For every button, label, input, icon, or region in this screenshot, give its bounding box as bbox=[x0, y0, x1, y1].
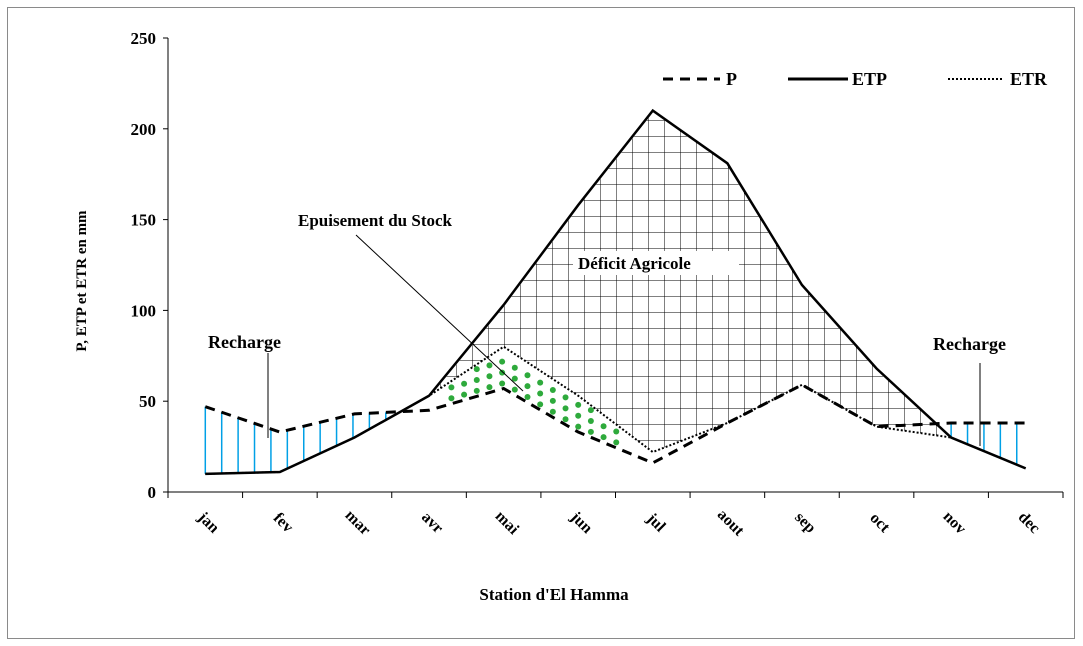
stock-dot bbox=[473, 387, 480, 394]
x-tick-label: fev bbox=[270, 510, 296, 536]
stock-dot bbox=[537, 379, 544, 386]
recharge-area bbox=[204, 406, 1018, 474]
chart-frame: 0 50 100 150 200 250 jan fev mar avr mai jun jul aout… bbox=[7, 7, 1075, 639]
stock-dot bbox=[575, 412, 582, 419]
stock-dot bbox=[575, 401, 582, 408]
stock-dot bbox=[600, 423, 607, 430]
stock-dot bbox=[613, 428, 620, 435]
x-axis-label: Station d'El Hamma bbox=[479, 585, 629, 604]
x-tick-label: jan bbox=[194, 508, 223, 537]
stock-dot bbox=[587, 428, 594, 435]
y-tick-label: 50 bbox=[139, 392, 156, 411]
x-tick-label: jun bbox=[566, 508, 595, 537]
y-tick-label: 100 bbox=[131, 301, 157, 320]
x-tick-label: oct bbox=[866, 510, 893, 537]
legend-etp-label: ETP bbox=[852, 69, 887, 89]
stock-dot bbox=[499, 369, 506, 376]
stock-dot bbox=[575, 423, 582, 430]
y-tick-label: 250 bbox=[131, 29, 157, 48]
stock-dot bbox=[499, 380, 506, 387]
stock-dot bbox=[549, 387, 556, 394]
legend-p-label: P bbox=[726, 69, 737, 89]
x-tick-label: avr bbox=[418, 509, 446, 537]
x-tick-label: aout bbox=[714, 506, 748, 540]
stock-dot bbox=[537, 390, 544, 397]
legend: P ETP ETR bbox=[663, 69, 1048, 89]
annotations: Recharge Epuisement du Stock Déficit Agr… bbox=[208, 211, 1006, 446]
stock-dot bbox=[499, 358, 506, 365]
stock-dot bbox=[448, 384, 455, 391]
x-tick-label: sep bbox=[791, 509, 819, 537]
y-tick-label: 0 bbox=[148, 483, 157, 502]
recharge-left-label: Recharge bbox=[208, 332, 281, 352]
x-tick-label: dec bbox=[1015, 509, 1043, 537]
series-etr-line bbox=[205, 345, 1027, 475]
y-tick-label: 200 bbox=[131, 120, 157, 139]
deficit-label-bg bbox=[573, 251, 739, 275]
stock-dot bbox=[549, 397, 556, 404]
stock-dot bbox=[600, 434, 607, 441]
stock-dot bbox=[613, 439, 620, 446]
legend-etr-label: ETR bbox=[1010, 69, 1048, 89]
x-tick-label: jul bbox=[643, 509, 669, 535]
series-etp-line bbox=[205, 108, 1027, 476]
stock-dot bbox=[448, 395, 455, 402]
stock-dot bbox=[549, 408, 556, 415]
y-tick-label: 150 bbox=[131, 211, 157, 230]
stock-dot bbox=[461, 380, 468, 387]
areas bbox=[204, 110, 1018, 474]
stock-dot bbox=[562, 405, 569, 412]
chart: 0 50 100 150 200 250 jan fev mar avr mai jun jul aout… bbox=[74, 29, 1064, 604]
x-tick-label: nov bbox=[939, 508, 969, 538]
stock-dot bbox=[486, 362, 493, 369]
stock-dot bbox=[461, 391, 468, 398]
stock-dot bbox=[537, 401, 544, 408]
stock-dot bbox=[486, 373, 493, 380]
series-p-line bbox=[204, 383, 1026, 465]
stock-label: Epuisement du Stock bbox=[298, 211, 453, 230]
stock-dot bbox=[511, 364, 518, 371]
deficit-label: Déficit Agricole bbox=[578, 254, 691, 273]
x-tick-label: mar bbox=[342, 507, 374, 539]
series-lines bbox=[204, 108, 1027, 476]
stock-dot bbox=[587, 417, 594, 424]
stock-dot bbox=[473, 366, 480, 373]
stock-dot bbox=[524, 383, 531, 390]
recharge-right-label: Recharge bbox=[933, 334, 1006, 354]
y-axis-label: P, ETP et ETR en mm bbox=[74, 210, 90, 352]
stock-dot bbox=[587, 407, 594, 414]
stock-dot bbox=[511, 375, 518, 382]
stock-dot bbox=[486, 384, 493, 391]
stock-dot bbox=[524, 372, 531, 379]
stock-dot bbox=[524, 393, 531, 400]
stock-pointer bbox=[355, 234, 524, 392]
stock-area bbox=[448, 358, 620, 446]
x-tick-label: mai bbox=[492, 508, 523, 539]
stock-dot bbox=[562, 394, 569, 401]
stock-dot bbox=[511, 386, 518, 393]
deficit-area bbox=[429, 110, 952, 453]
stock-dot bbox=[473, 376, 480, 383]
stock-dot bbox=[562, 416, 569, 423]
